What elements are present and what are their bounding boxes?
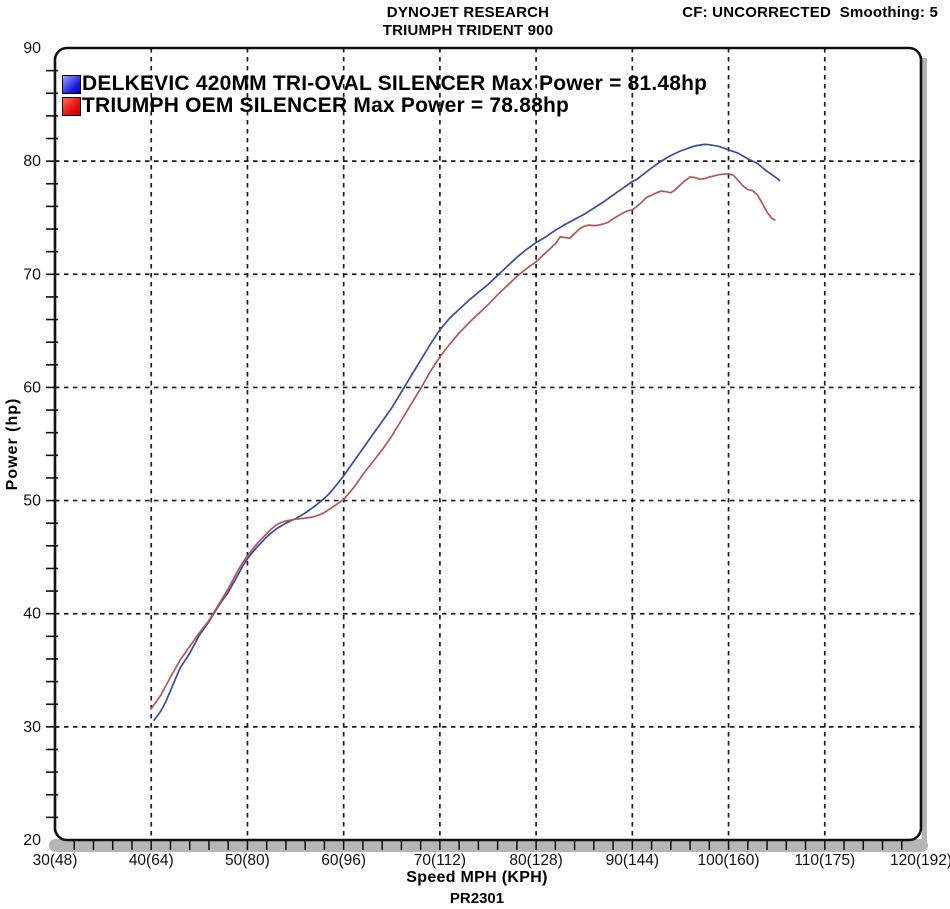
run-id: PR2301: [449, 890, 505, 907]
x-tick-label: 70(112): [414, 852, 466, 869]
frame-shadow: [922, 58, 927, 844]
y-tick-label: 60: [23, 379, 41, 396]
x-tick-label: 120(192): [890, 852, 950, 869]
report-title: DYNOJET RESEARCH: [386, 4, 550, 21]
delkevic-series-swatch-icon: [62, 74, 81, 94]
report-header: DYNOJET RESEARCH TRIUMPH TRIDENT 900: [0, 4, 936, 40]
y-tick-label: 40: [23, 606, 41, 623]
legend-label-delkevic: DELKEVIC 420MM TRI-OVAL SILENCER Max Pow…: [82, 72, 708, 95]
y-tick-label: 50: [23, 493, 41, 510]
legend-item-delkevic: DELKEVIC 420MM TRI-OVAL SILENCER Max Pow…: [62, 72, 708, 95]
report-subtitle: TRIUMPH TRIDENT 900: [382, 22, 554, 39]
legend-label-oem: TRIUMPH OEM SILENCER Max Power = 78.88hp: [82, 94, 570, 117]
x-axis-title: Speed MPH (KPH): [406, 869, 548, 886]
x-tick-label: 110(175): [794, 852, 855, 869]
y-tick-label: 70: [23, 266, 41, 283]
x-tick-label: 100(160): [698, 852, 760, 869]
series-line-oem: [150, 172, 776, 710]
chart-legend: DELKEVIC 420MM TRI-OVAL SILENCER Max Pow…: [62, 72, 708, 117]
x-tick-label: 40(64): [129, 852, 174, 869]
correction-settings-label: CF: UNCORRECTED Smoothing: 5: [682, 4, 938, 21]
plot-background: [55, 48, 921, 840]
x-tick-label: 80(128): [509, 852, 562, 869]
x-tick-label: 50(80): [225, 852, 270, 869]
x-tick-label: 60(96): [321, 852, 366, 869]
series-line-delkevic: [153, 143, 781, 721]
y-tick-label: 20: [23, 832, 41, 849]
oem-series-swatch-icon: [62, 96, 81, 116]
y-tick-label: 90: [23, 40, 41, 57]
x-tick-label: 90(144): [606, 852, 659, 869]
legend-item-oem: TRIUMPH OEM SILENCER Max Power = 78.88hp: [62, 94, 707, 117]
y-tick-label: 80: [23, 153, 41, 170]
x-axis-bar: [49, 839, 928, 852]
y-tick-label: 30: [23, 719, 41, 736]
plot-frame: [53, 46, 923, 842]
x-tick-label: 30(48): [33, 852, 78, 869]
